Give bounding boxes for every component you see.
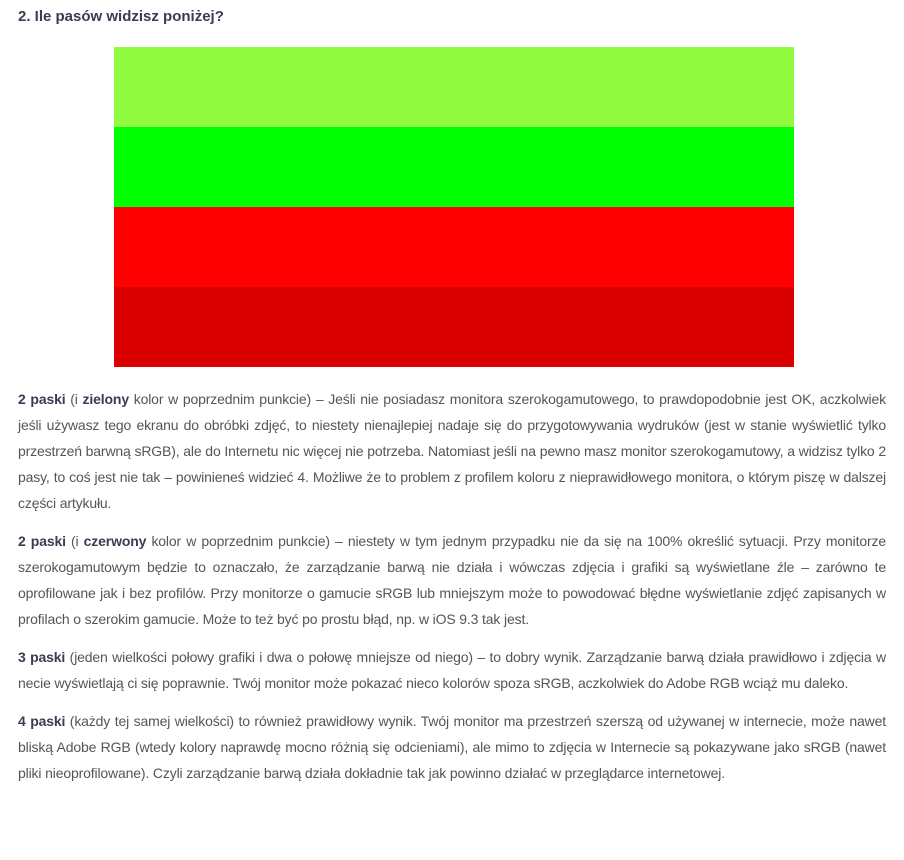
stripe-red bbox=[114, 207, 794, 287]
lead: 2 paski bbox=[18, 391, 66, 407]
text: kolor w poprzednim punkcie) – Jeśli nie … bbox=[18, 391, 886, 511]
paragraph-2-green: 2 paski (i zielony kolor w poprzednim pu… bbox=[18, 386, 886, 516]
stripe-dark-red bbox=[114, 287, 794, 367]
stripe-green bbox=[114, 127, 794, 207]
color-word: czerwony bbox=[83, 533, 147, 549]
article-body: 2 paski (i zielony kolor w poprzednim pu… bbox=[18, 386, 886, 798]
paragraph-3: 3 paski (jeden wielkości połowy grafiki … bbox=[18, 644, 886, 696]
color-stripes-image bbox=[114, 47, 794, 367]
text: kolor w poprzednim punkcie) – niestety w… bbox=[18, 533, 887, 627]
question-heading: 2. Ile pasów widzisz poniżej? bbox=[18, 8, 224, 25]
text: (każdy tej samej wielkości) to również p… bbox=[18, 713, 886, 781]
stripe-light-green bbox=[114, 47, 794, 127]
text: (i bbox=[65, 533, 84, 549]
text: (i bbox=[65, 391, 83, 407]
paragraph-2-red: 2 paski (i czerwony kolor w poprzednim p… bbox=[18, 528, 886, 632]
lead: 2 paski bbox=[18, 533, 66, 549]
lead: 3 paski bbox=[18, 649, 66, 665]
text: (jeden wielkości połowy grafiki i dwa o … bbox=[18, 649, 886, 691]
lead: 4 paski bbox=[18, 713, 66, 729]
color-word: zielony bbox=[82, 391, 130, 407]
paragraph-4: 4 paski (każdy tej samej wielkości) to r… bbox=[18, 708, 886, 786]
